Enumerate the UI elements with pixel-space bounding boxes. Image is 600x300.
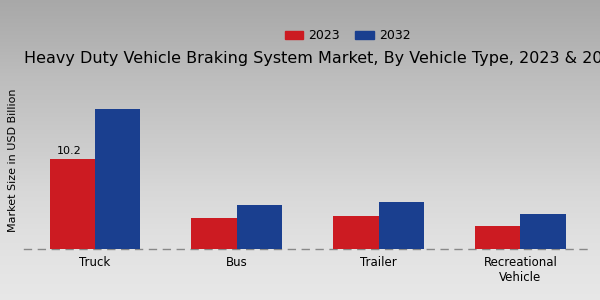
Title: Heavy Duty Vehicle Braking System Market, By Vehicle Type, 2023 & 2032: Heavy Duty Vehicle Braking System Market… (24, 51, 600, 66)
Bar (520, 214, 566, 249)
Text: 10.2: 10.2 (57, 146, 82, 156)
Bar (334, 216, 379, 249)
Bar (50, 158, 95, 249)
Bar (237, 205, 282, 249)
Legend: 2023, 2032: 2023, 2032 (280, 24, 415, 47)
Y-axis label: Market Size in USD Billion: Market Size in USD Billion (8, 88, 19, 232)
Bar (191, 218, 237, 249)
Bar (95, 109, 140, 249)
Bar (475, 226, 520, 249)
Bar (379, 202, 424, 249)
